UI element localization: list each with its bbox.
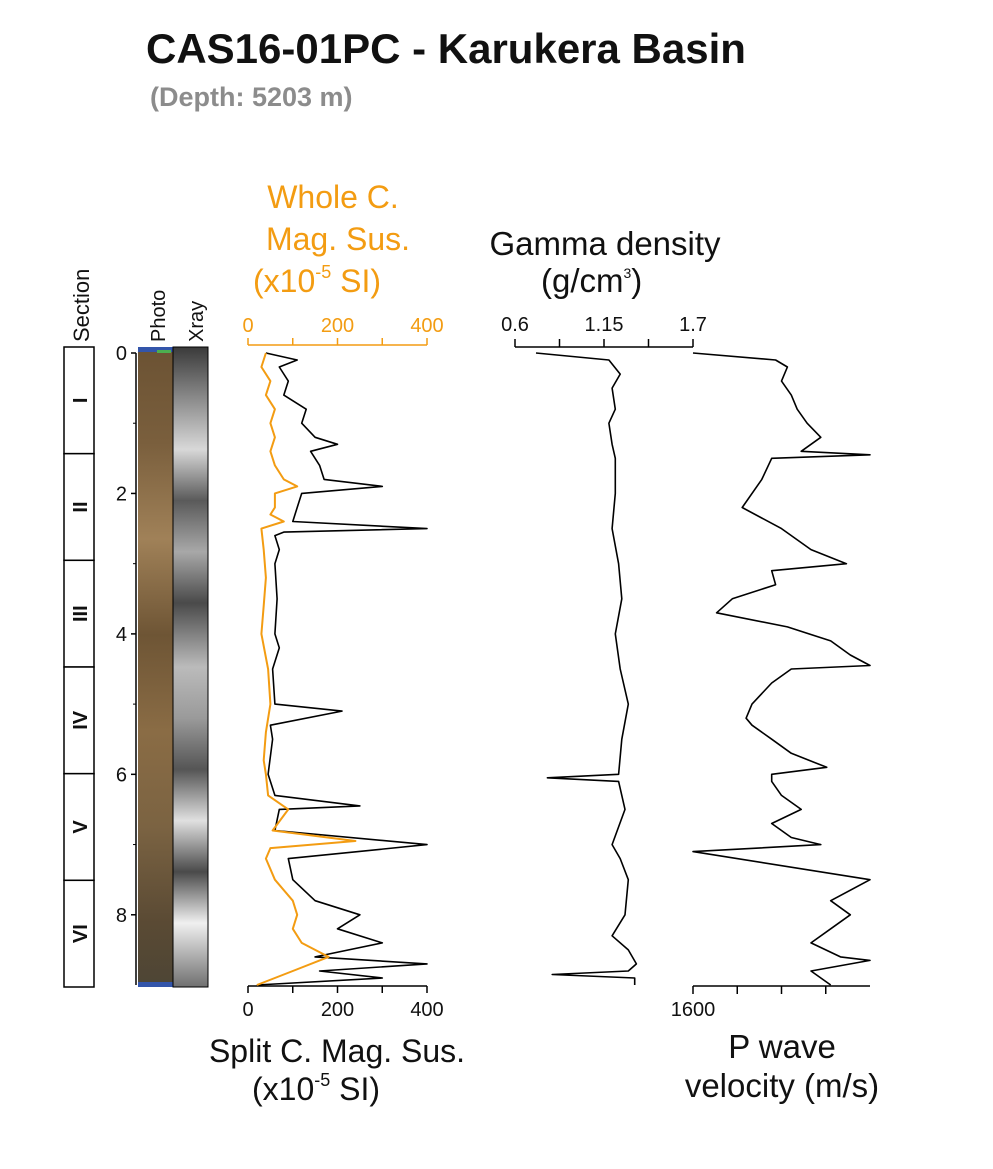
gamma-tick-label: 1.15: [585, 314, 624, 336]
section-label: VI: [70, 924, 92, 943]
split-core-label-line1: Split C. Mag. Sus.: [209, 1033, 465, 1069]
gamma-tick-label: 1.7: [679, 314, 707, 336]
pwave-label-line1: P wave: [728, 1028, 836, 1065]
whole-core-unit-base: (x10: [253, 263, 315, 299]
section-box: [63, 666, 95, 775]
section-label: II: [70, 501, 92, 512]
split-core-magsus-line: [256, 352, 428, 986]
depth-tick-label: 4: [116, 624, 127, 646]
section-label: V: [70, 820, 92, 834]
section-label: IV: [70, 710, 92, 730]
xray-column-label: Xray: [186, 301, 208, 342]
whole-core-unit-si: SI): [331, 263, 381, 299]
section-box: [63, 452, 95, 562]
whole-core-label-line2: Mag. Sus.: [266, 221, 410, 257]
split-core-tick-label: 200: [321, 999, 354, 1021]
core-photo: [138, 347, 173, 987]
split-core-tick-label: 0: [242, 999, 253, 1021]
section-box: [63, 346, 95, 455]
depth-axis: 0 2 4 6 8: [116, 343, 137, 985]
split-core-unit-base: (x10: [252, 1071, 314, 1107]
section-label: III: [70, 605, 92, 622]
whole-core-tick-label: 400: [410, 315, 443, 337]
whole-core-tick-label: 0: [242, 315, 253, 337]
whole-core-unit-exp: -5: [315, 262, 331, 282]
depth-tick-label: 6: [116, 764, 127, 786]
pwave-label-line2: velocity (m/s): [685, 1067, 879, 1104]
core-photo-green-marker: [157, 350, 171, 353]
gamma-tick-label: 0.6: [501, 314, 529, 336]
gamma-unit-base: (g/cm: [541, 262, 624, 299]
whole-core-magsus-line: [256, 352, 357, 986]
section-label: I: [70, 398, 92, 404]
core-xray: [172, 346, 209, 988]
whole-core-axis: 0 200 400: [242, 315, 444, 346]
core-photo-top-marker: [138, 347, 173, 352]
pwave-tick-label: 1600: [671, 999, 716, 1021]
depth-tick-label: 2: [116, 483, 127, 505]
split-core-tick-label: 400: [410, 999, 443, 1021]
depth-tick-label: 0: [116, 343, 127, 365]
whole-core-tick-label: 200: [321, 315, 354, 337]
whole-core-label-line1: Whole C.: [267, 179, 399, 215]
pwave-velocity-line: [692, 352, 871, 986]
depth-tick-label: 8: [116, 905, 127, 927]
chart-title: CAS16-01PC - Karukera Basin: [146, 25, 746, 72]
core-xray-image: [172, 346, 209, 988]
gamma-label-line1: Gamma density: [489, 225, 721, 262]
gamma-unit-exp: 3: [624, 265, 632, 281]
split-core-label-line2: (x10-5 SI): [252, 1070, 380, 1107]
split-core-unit-exp: -5: [314, 1070, 330, 1090]
gamma-density-line: [535, 352, 638, 985]
gamma-axis: 0.6 1.15 1.7: [501, 314, 707, 348]
gamma-unit-close: ): [631, 262, 642, 299]
split-core-axis: 0 200 400: [242, 985, 444, 1021]
section-column-label: Section: [69, 269, 94, 342]
chart-subtitle: (Depth: 5203 m): [150, 82, 353, 112]
photo-column-label: Photo: [148, 290, 170, 342]
gamma-label-line2: (g/cm3): [541, 262, 642, 299]
split-core-unit-si: SI): [330, 1071, 380, 1107]
pwave-axis: 1600: [671, 985, 870, 1021]
whole-core-label-line3: (x10-5 SI): [253, 262, 381, 299]
data-traces: [256, 352, 871, 986]
core-photo-bottom-marker: [138, 982, 173, 987]
core-photo-image: [138, 347, 173, 987]
section-box: [63, 879, 95, 988]
